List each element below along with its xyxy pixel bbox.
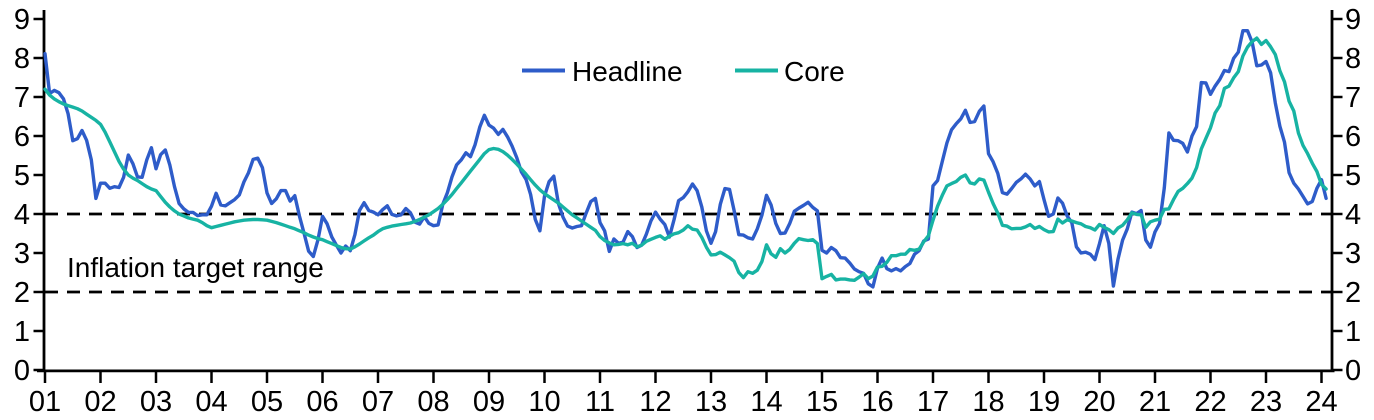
x-tick-label: 06 [306, 386, 338, 418]
y-tick-label-right: 9 [1345, 4, 1361, 36]
y-tick-label-left: 9 [14, 4, 30, 36]
y-tick-label-left: 0 [14, 355, 30, 387]
y-tick-label-left: 5 [14, 160, 30, 192]
y-tick-label-right: 1 [1345, 316, 1361, 348]
y-tick-label-left: 4 [14, 199, 30, 231]
y-tick-label-left: 1 [14, 316, 30, 348]
axes: 0 01 12 23 34 45 56 67 78 89 901 02 03 04 05 06 07 08 09 10… [14, 4, 1361, 418]
x-tick-label: 21 [1139, 386, 1171, 418]
x-tick-label: 18 [972, 386, 1004, 418]
x-tick-label: 23 [1250, 386, 1282, 418]
x-tick-label: 11 [585, 386, 615, 418]
x-tick-label: 22 [1194, 386, 1226, 418]
series-lines [43, 29, 1328, 289]
core-series-line [43, 36, 1328, 282]
y-tick-label-left: 3 [14, 238, 30, 270]
legend: Headline Core [522, 56, 845, 87]
x-tick-label: 16 [861, 386, 893, 418]
x-tick-label: 07 [362, 386, 394, 418]
y-tick-label-right: 3 [1345, 238, 1361, 270]
headline-legend-label: Headline [572, 56, 683, 87]
core-legend-label: Core [784, 56, 845, 87]
x-tick-label: 14 [750, 386, 782, 418]
y-tick-label-right: 5 [1345, 160, 1361, 192]
x-tick-label: 24 [1305, 386, 1337, 418]
y-tick-label-right: 0 [1345, 355, 1361, 387]
x-tick-label: 17 [917, 386, 949, 418]
y-tick-label-left: 8 [14, 43, 30, 75]
x-tick-label: 12 [639, 386, 671, 418]
y-tick-label-left: 6 [14, 121, 30, 153]
x-tick-label: 05 [251, 386, 283, 418]
target-range-lines [45, 212, 1332, 294]
y-tick-label-right: 7 [1345, 82, 1361, 114]
y-tick-label-left: 2 [14, 277, 30, 309]
y-tick-label-left: 7 [14, 82, 30, 114]
headline-series-line [43, 29, 1328, 289]
y-tick-label-right: 4 [1345, 199, 1361, 231]
x-tick-label: 10 [528, 386, 560, 418]
x-tick-label: 13 [695, 386, 727, 418]
y-tick-label-right: 8 [1345, 43, 1361, 75]
x-tick-label: 19 [1028, 386, 1060, 418]
inflation-target-label: Inflation target range [67, 252, 324, 283]
x-tick-label: 08 [417, 386, 449, 418]
y-tick-label-right: 2 [1345, 277, 1361, 309]
x-tick-label: 03 [140, 386, 172, 418]
x-tick-label: 04 [195, 386, 227, 418]
x-tick-label: 20 [1083, 386, 1115, 418]
x-tick-label: 01 [29, 386, 61, 418]
x-tick-label: 02 [84, 386, 116, 418]
x-tick-label: 09 [473, 386, 505, 418]
y-tick-label-right: 6 [1345, 121, 1361, 153]
x-tick-label: 15 [806, 386, 838, 418]
